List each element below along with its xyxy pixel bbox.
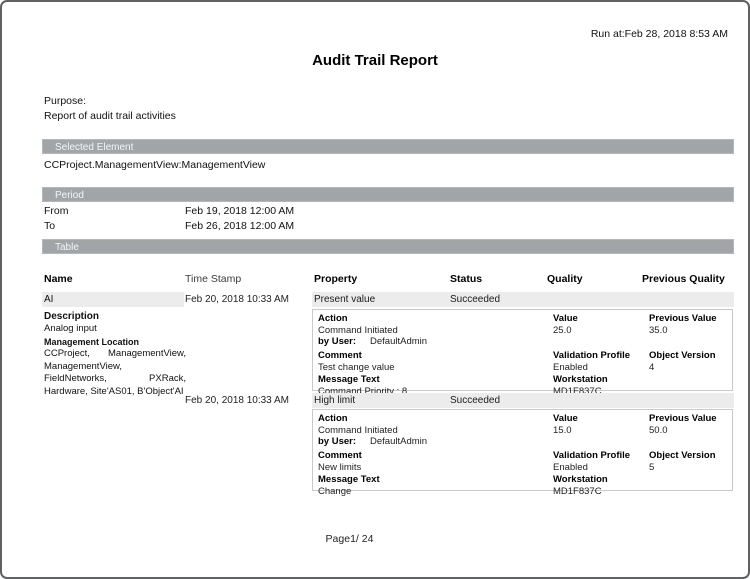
action-text: Command Initiated [318,324,398,336]
row-status: Succeeded [450,294,501,305]
value-label: Value [553,313,578,324]
col-header-timestamp: Time Stamp [185,273,242,285]
previous-value-text: 50.0 [649,424,668,436]
table-body: AI Description Analog input Management L… [42,292,734,502]
management-location-label: Management Location [44,337,140,347]
period-to-row: To Feb 26, 2018 12:00 AM [44,219,294,234]
action-cell: Action Command Initiated by User: Default… [318,413,427,448]
description-label: Description [44,311,100,322]
by-user-value: DefaultAdmin [370,436,428,447]
action-text: Command Initiated [318,424,398,436]
row-detail-box: Action Command Initiated by User: Default… [312,409,733,497]
message-text-label: Message Text [318,374,380,385]
table-header-row: Name Time Stamp Property Status Quality … [44,273,734,287]
table-section-bar: Table [42,239,734,254]
validation-profile-cell: Validation Profile Enabled [553,450,630,473]
comment-cell: Comment New limits [318,450,362,473]
row-detail-grid: Action Command Initiated by User: Default… [317,413,728,497]
by-user-label: by User: [318,336,357,347]
value-text: 15.0 [553,424,572,436]
by-user-line: by User: DefaultAdmin [318,336,427,348]
selected-element-value: CCProject.ManagementView:ManagementView [44,159,266,171]
workstation-label: Workstation [553,474,608,485]
row-detail-grid: Action Command Initiated by User: Default… [317,313,728,397]
purpose-text: Report of audit trail activities [44,110,176,122]
by-user-line: by User: DefaultAdmin [318,436,427,448]
validation-profile-label: Validation Profile [553,350,631,361]
element-name-cell: AI [42,292,184,307]
action-label: Action [318,313,348,324]
page-number: Page1/ 24 [325,533,374,545]
period-from-value: Feb 19, 2018 12:00 AM [185,205,295,217]
workstation-cell: Workstation MD1F837C [553,374,608,397]
previous-value-text: 35.0 [649,324,668,336]
row-detail-box: Action Command Initiated by User: Default… [312,309,733,397]
message-text-label: Message Text [318,474,380,485]
validation-profile-cell: Validation Profile Enabled [553,350,630,373]
object-version-text: 4 [649,361,655,373]
description-text: Analog input [44,323,97,334]
validation-profile-text: Enabled [553,461,588,473]
workstation-cell: Workstation MD1F837C [553,474,608,497]
selected-element-section-bar: Selected Element [42,139,734,154]
row-status: Succeeded [450,395,501,406]
by-user-label: by User: [318,436,357,447]
table-row: High limit Succeeded [312,393,734,408]
previous-value-label: Previous Value [649,313,717,324]
by-user-value: DefaultAdmin [370,336,428,347]
message-text-cell: Message Text Change [318,474,380,497]
comment-label: Comment [318,350,362,361]
purpose-block: Purpose: Report of audit trail activitie… [44,94,176,124]
validation-profile-text: Enabled [553,361,588,373]
action-label: Action [318,413,348,424]
object-version-label: Object Version [649,450,716,461]
period-to-value: Feb 26, 2018 12:00 AM [185,220,295,232]
report-title: Audit Trail Report [312,52,438,69]
comment-text: New limits [318,461,362,473]
management-location-text: CCProject, ManagementView, ManagementVie… [44,348,186,397]
message-text-value: Command Priority : 8 [318,385,408,397]
workstation-text: MD1F837C [553,385,602,397]
row-property: High limit [314,395,356,406]
col-header-name: Name [44,273,73,285]
previous-value-cell: Previous Value 50.0 [649,413,717,436]
previous-value-label: Previous Value [649,413,717,424]
workstation-text: MD1F837C [553,485,602,497]
comment-label: Comment [318,450,362,461]
value-label: Value [553,413,578,424]
col-header-status: Status [450,273,483,285]
action-cell: Action Command Initiated by User: Default… [318,313,427,348]
message-text-value: Change [318,485,352,497]
row-property: Present value [314,294,376,305]
comment-text: Test change value [318,361,395,373]
period-from-row: From Feb 19, 2018 12:00 AM [44,204,294,219]
validation-profile-label: Validation Profile [553,450,631,461]
object-version-cell: Object Version 5 [649,450,716,473]
col-header-previous-quality: Previous Quality [642,273,725,285]
object-version-cell: Object Version 4 [649,350,716,373]
col-header-property: Property [314,273,358,285]
object-version-label: Object Version [649,350,716,361]
value-cell: Value 25.0 [553,313,578,336]
element-description-block: Description Analog input Management Loca… [44,311,186,398]
purpose-label: Purpose: [44,95,87,107]
previous-value-cell: Previous Value 35.0 [649,313,717,336]
period-rows: From Feb 19, 2018 12:00 AM To Feb 26, 20… [44,204,294,234]
period-from-label: From [44,205,69,217]
row-timestamp: Feb 20, 2018 10:33 AM [185,395,289,406]
value-cell: Value 15.0 [553,413,578,436]
value-text: 25.0 [553,324,572,336]
message-text-cell: Message Text Command Priority : 8 [318,374,407,397]
workstation-label: Workstation [553,374,608,385]
col-header-quality: Quality [547,273,583,285]
period-section-bar: Period [42,187,734,202]
comment-cell: Comment Test change value [318,350,395,373]
object-version-text: 5 [649,461,655,473]
table-row: Present value Succeeded [312,292,734,307]
run-at-timestamp: Run at:Feb 28, 2018 8:53 AM [590,28,728,40]
row-timestamp: Feb 20, 2018 10:33 AM [185,294,289,305]
period-to-label: To [44,220,56,232]
